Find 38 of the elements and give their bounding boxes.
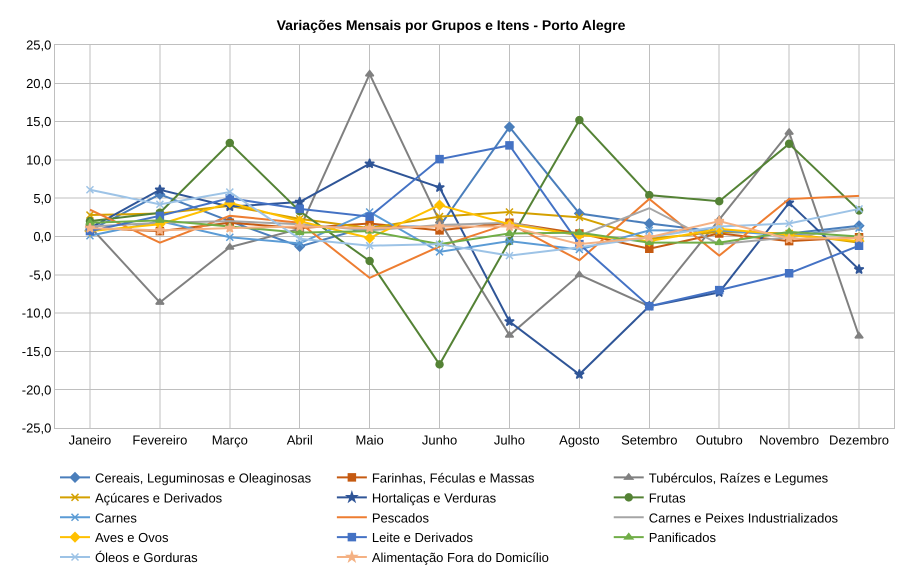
legend-label: Hortaliças e Verduras <box>372 490 497 506</box>
x-tick-label: Maio <box>356 432 384 448</box>
x-tick-label: Novembro <box>759 432 820 448</box>
x-tick-label: Fevereiro <box>132 432 188 448</box>
legend-label: Frutas <box>648 490 686 506</box>
x-tick-label: Junho <box>422 432 458 448</box>
y-tick-label: -25,0 <box>22 420 52 436</box>
y-tick-label: 25,0 <box>26 38 52 53</box>
x-tick-label: Agosto <box>559 432 600 448</box>
y-tick-label: -10,0 <box>22 306 52 321</box>
y-tick-label: 10,0 <box>26 152 52 168</box>
x-tick-label: Julho <box>494 432 525 448</box>
legend-label: Alimentação Fora do Domicílio <box>372 550 549 566</box>
legend-label: Panificados <box>648 530 716 546</box>
x-tick-label: Janeiro <box>68 432 112 448</box>
legend-label: Pescados <box>372 510 430 526</box>
legend-label: Leite e Derivados <box>372 530 474 546</box>
y-tick-label: -20,0 <box>22 382 52 398</box>
x-tick-label: Setembro <box>621 432 678 448</box>
legend-label: Carnes <box>95 510 138 526</box>
y-tick-label: 15,0 <box>26 114 52 130</box>
x-tick-label: Março <box>212 432 248 448</box>
x-tick-label: Dezembro <box>829 432 890 448</box>
x-tick-label: Abril <box>286 432 313 448</box>
y-tick-label: 5,0 <box>33 190 52 206</box>
legend-label: Óleos e Gorduras <box>95 550 198 566</box>
legend-label: Cereais, Leguminosas e Oleaginosas <box>95 470 312 486</box>
x-tick-label: Outubro <box>696 432 743 448</box>
legend-label: Carnes e Peixes Industrializados <box>648 510 839 526</box>
legend-label: Tubérculos, Raízes e Legumes <box>648 470 829 486</box>
legend-label: Açúcares e Derivados <box>95 490 223 506</box>
chart-title: Variações Mensais por Grupos e Itens - Porto Alegre <box>276 17 626 34</box>
y-tick-label: -15,0 <box>22 344 52 359</box>
legend-label: Farinhas, Féculas e Massas <box>372 470 535 486</box>
legend-label: Aves e Ovos <box>95 530 169 546</box>
y-tick-label: 20,0 <box>26 76 52 91</box>
y-tick-label: -5,0 <box>28 267 52 282</box>
y-tick-label: 0,0 <box>33 229 52 244</box>
